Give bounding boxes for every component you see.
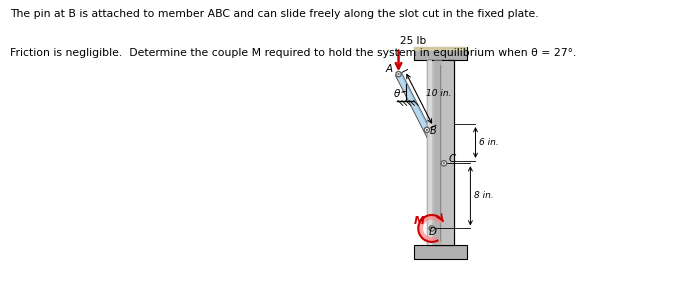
Bar: [414, 245, 467, 259]
Bar: [427, 60, 432, 245]
Bar: [433, 60, 442, 245]
Text: 25 lb: 25 lb: [401, 36, 426, 46]
Text: 10 in.: 10 in.: [426, 89, 452, 98]
Bar: [414, 47, 467, 52]
Text: M: M: [413, 216, 424, 226]
Text: Friction is negligible.  Determine the couple M required to hold the system in e: Friction is negligible. Determine the co…: [10, 48, 577, 58]
Polygon shape: [400, 73, 447, 162]
Circle shape: [397, 73, 399, 75]
Polygon shape: [429, 163, 443, 228]
Text: 8 in.: 8 in.: [474, 191, 493, 200]
Bar: [414, 47, 467, 60]
Circle shape: [441, 161, 447, 166]
Bar: [427, 60, 454, 245]
Circle shape: [426, 129, 428, 131]
Text: C: C: [448, 154, 456, 164]
Text: A: A: [385, 64, 392, 74]
Polygon shape: [396, 73, 447, 165]
Text: The pin at B is attached to member ABC and can slide freely along the slot cut i: The pin at B is attached to member ABC a…: [10, 9, 539, 19]
Text: θ: θ: [394, 89, 401, 99]
Text: D: D: [429, 227, 437, 237]
Text: B: B: [430, 126, 436, 136]
Circle shape: [429, 226, 434, 231]
Circle shape: [396, 72, 401, 77]
Polygon shape: [418, 215, 443, 242]
Bar: [427, 60, 432, 245]
Circle shape: [431, 227, 433, 229]
Bar: [427, 60, 454, 245]
Bar: [433, 60, 442, 245]
Circle shape: [424, 127, 429, 132]
Text: 6 in.: 6 in.: [479, 138, 498, 147]
Polygon shape: [429, 163, 447, 229]
Circle shape: [443, 162, 445, 164]
